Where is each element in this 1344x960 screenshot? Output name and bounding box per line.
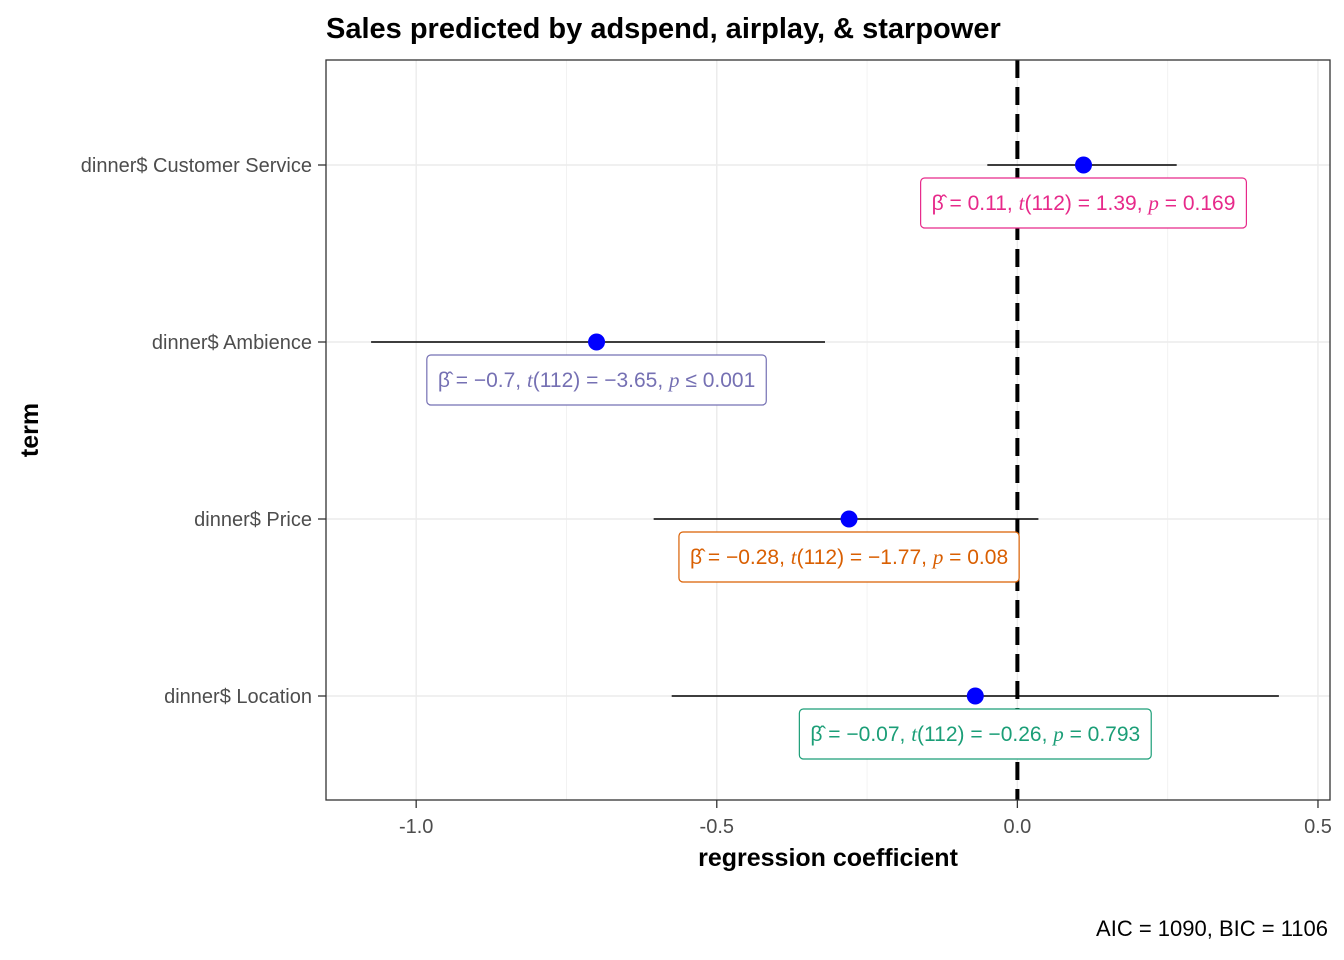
estimate-point [588, 333, 606, 351]
y-tick-label: dinner$ Price [194, 509, 312, 531]
estimate-label-text: β̂ = −0.28, t(112) = −1.77, p = 0.08 [690, 545, 1008, 569]
label-part: β̂ = 0.11, [932, 192, 1019, 215]
label-part: p [931, 545, 944, 569]
estimate-points [588, 156, 1093, 705]
estimate-label-box [678, 531, 1020, 583]
label-part: t [527, 368, 534, 392]
estimate-label-text: β̂ = 0.11, t(112) = 1.39, p = 0.169 [932, 191, 1236, 215]
estimate-label-text: β̂ = −0.07, t(112) = −0.26, p = 0.793 [810, 722, 1140, 746]
label-part: = 0.08 [943, 546, 1008, 569]
label-part: (112) = −1.77, [797, 546, 933, 569]
x-axis-title: regression coefficient [698, 844, 958, 872]
y-tick-label: dinner$ Ambience [152, 332, 312, 354]
estimate-label: β̂ = −0.7, t(112) = −3.65, p ≤ 0.001 [426, 354, 767, 406]
estimate-label: β̂ = −0.28, t(112) = −1.77, p = 0.08 [678, 531, 1020, 583]
label-part: t [791, 545, 798, 569]
chart-title: Sales predicted by adspend, airplay, & s… [326, 13, 1001, 45]
panel-border [325, 59, 1331, 801]
y-axis-title: term [16, 403, 44, 457]
plot-panel [326, 60, 1330, 800]
estimate-point [966, 687, 984, 705]
x-tick-label: -1.0 [399, 816, 433, 838]
x-tick-label: 0.5 [1304, 816, 1332, 838]
x-tick-label: 0.0 [1003, 816, 1031, 838]
label-part: p [1146, 191, 1159, 215]
estimate-label-box [798, 708, 1152, 760]
label-part: t [911, 722, 918, 746]
estimate-label: β̂ = 0.11, t(112) = 1.39, p = 0.169 [920, 177, 1247, 229]
label-part: (112) = 1.39, [1024, 192, 1148, 215]
estimate-point [1075, 156, 1093, 174]
label-part: (112) = −3.65, [533, 369, 669, 392]
estimate-label-text: β̂ = −0.7, t(112) = −3.65, p ≤ 0.001 [438, 368, 755, 392]
y-tick-label: dinner$ Location [164, 686, 312, 708]
label-part: β̂ = −0.07, [810, 723, 911, 746]
label-part: ≤ 0.001 [680, 369, 756, 392]
x-tick-label: -0.5 [700, 816, 734, 838]
estimate-point [840, 510, 858, 528]
label-part: β̂ = −0.28, [690, 546, 791, 569]
model-caption: AIC = 1090, BIC = 1106 [1096, 916, 1328, 941]
label-part: p [667, 368, 680, 392]
estimate-label-box [920, 177, 1247, 229]
label-part: = 0.793 [1064, 723, 1140, 746]
label-part: p [1051, 722, 1064, 746]
y-tick-label: dinner$ Customer Service [81, 155, 312, 177]
y-axis: dinner$ Customer Service dinner$ Ambience… [81, 155, 326, 708]
x-axis: -1.0 -0.5 0.0 0.5 [399, 800, 1332, 838]
label-part: β̂ = −0.7, [438, 369, 527, 392]
label-part: (112) = −0.26, [917, 723, 1053, 746]
estimate-label: β̂ = −0.07, t(112) = −0.26, p = 0.793 [798, 708, 1152, 760]
estimate-label-box [426, 354, 767, 406]
label-part: t [1019, 191, 1026, 215]
label-part: = 0.169 [1159, 192, 1235, 215]
